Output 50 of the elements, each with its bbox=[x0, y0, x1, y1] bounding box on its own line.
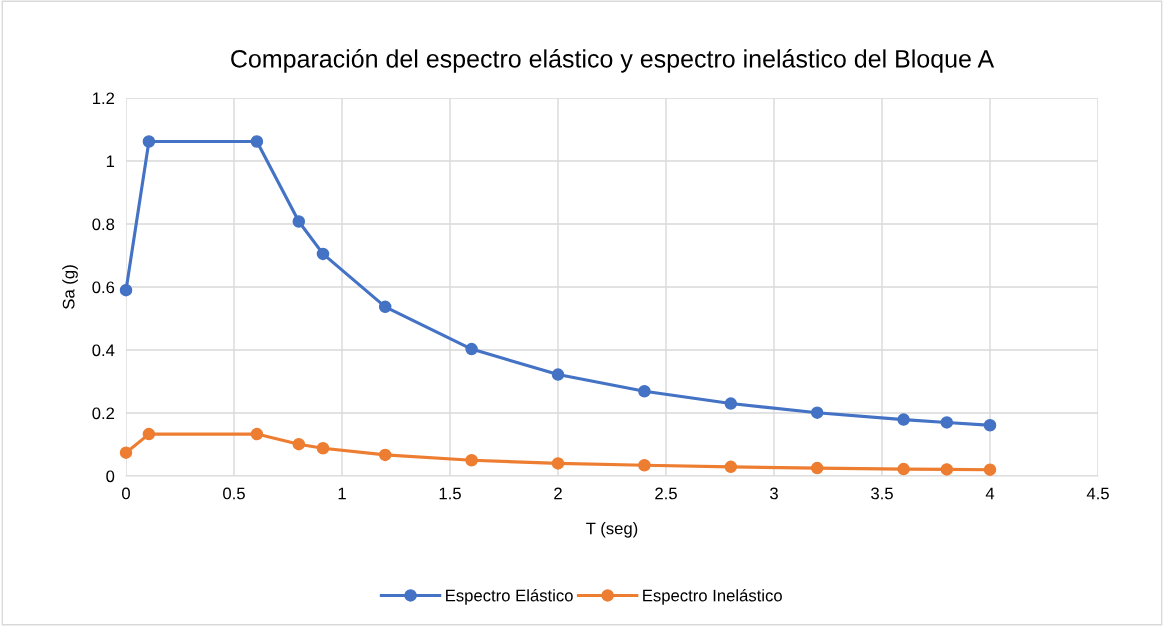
x-tick-label: 1.5 bbox=[439, 487, 461, 500]
point bbox=[940, 416, 954, 429]
point bbox=[378, 448, 392, 462]
point bbox=[897, 413, 910, 426]
point bbox=[551, 457, 565, 470]
y-tick-label: 1.2 bbox=[92, 92, 115, 105]
point bbox=[250, 135, 264, 148]
y-tick-label: 0.2 bbox=[92, 407, 115, 420]
point bbox=[292, 215, 306, 228]
point bbox=[940, 463, 954, 476]
legend-label: Espectro Inelástico bbox=[643, 589, 782, 605]
y-tick-label: 0 bbox=[106, 470, 115, 483]
point bbox=[465, 453, 478, 467]
point bbox=[316, 442, 330, 455]
y-tick-label: 0.6 bbox=[92, 281, 115, 294]
point bbox=[142, 135, 156, 148]
chart-title: Comparación del espectro elástico y espectro inelástico del Bloque A bbox=[231, 49, 995, 73]
x-tick-label: 3.5 bbox=[871, 487, 893, 500]
x-tick-label: 3 bbox=[770, 487, 778, 500]
x-tick-label: 0.5 bbox=[223, 487, 245, 500]
x-tick-label: 4.5 bbox=[1086, 487, 1109, 500]
point bbox=[983, 419, 997, 432]
point bbox=[897, 462, 910, 476]
x-tick-label: 0 bbox=[122, 487, 130, 500]
point bbox=[142, 427, 156, 441]
point bbox=[465, 342, 478, 356]
point bbox=[638, 459, 651, 472]
point bbox=[983, 463, 997, 476]
point bbox=[810, 406, 824, 419]
x-tick-label: 4 bbox=[985, 487, 995, 500]
point bbox=[316, 247, 330, 261]
point bbox=[724, 397, 738, 410]
point bbox=[292, 437, 306, 451]
point bbox=[638, 385, 651, 398]
point bbox=[378, 300, 392, 314]
point bbox=[551, 368, 565, 381]
y-axis-title: Sa (g) bbox=[62, 265, 78, 309]
x-axis-title: T (seg) bbox=[586, 522, 638, 538]
x-tick-label: 2.5 bbox=[655, 487, 677, 500]
point bbox=[250, 427, 264, 441]
y-tick-label: 0.8 bbox=[92, 218, 115, 231]
y-tick-label: 1 bbox=[106, 155, 115, 168]
point bbox=[119, 283, 133, 297]
x-tick-label: 2 bbox=[554, 487, 562, 500]
point bbox=[119, 446, 133, 459]
point bbox=[810, 461, 824, 475]
legend-label: Espectro Elástico bbox=[446, 589, 573, 605]
x-tick-label: 1 bbox=[338, 487, 346, 500]
point bbox=[724, 460, 738, 474]
y-tick-label: 0.4 bbox=[92, 344, 115, 357]
